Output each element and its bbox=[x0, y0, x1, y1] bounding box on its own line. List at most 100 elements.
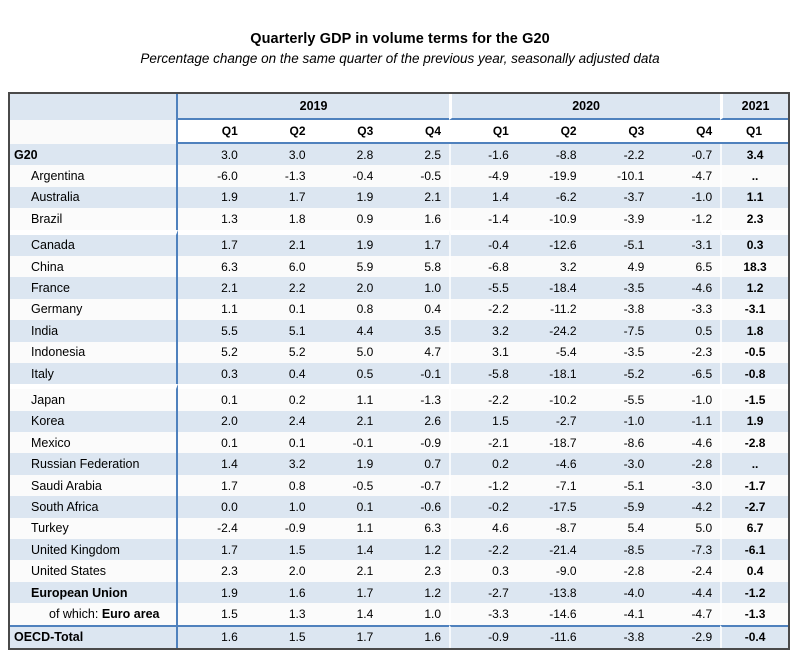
value-cell: -18.1 bbox=[516, 362, 585, 385]
row-label: OECD-Total bbox=[10, 624, 178, 648]
value-cell: 1.0 bbox=[381, 603, 450, 625]
value-cell: 1.9 bbox=[178, 581, 246, 604]
quarter-header-cell: Q4 bbox=[652, 120, 721, 144]
value-cell: -2.7 bbox=[720, 496, 788, 518]
value-cell: 3.2 bbox=[245, 453, 314, 475]
value-cell: -2.2 bbox=[449, 539, 517, 561]
value-cell: -4.2 bbox=[652, 496, 721, 518]
value-cell: 1.7 bbox=[178, 539, 246, 561]
value-cell: -8.5 bbox=[584, 539, 653, 561]
value-cell: .. bbox=[720, 165, 788, 187]
row-label-prefix: of which: bbox=[49, 606, 102, 621]
row-label: Germany bbox=[10, 298, 178, 321]
value-cell: -2.7 bbox=[449, 581, 517, 604]
value-cell: -1.3 bbox=[245, 165, 314, 187]
value-cell: 0.1 bbox=[313, 496, 382, 518]
row-label: Saudi Arabia bbox=[10, 474, 178, 497]
value-cell: 1.0 bbox=[245, 496, 314, 518]
row-label-name: Euro area bbox=[101, 606, 160, 621]
year-header-spacer bbox=[10, 94, 178, 120]
value-cell: 5.2 bbox=[245, 341, 314, 363]
row-label: China bbox=[10, 255, 178, 278]
table-row: South Africa 0.0 1.0 0.1 -0.6 -0.2 -17.5 -5.9 -4… bbox=[10, 496, 788, 518]
value-cell: 6.5 bbox=[652, 255, 721, 278]
value-cell: -0.1 bbox=[381, 362, 450, 385]
row-label: Korea bbox=[10, 410, 178, 433]
value-cell: 1.6 bbox=[245, 581, 314, 604]
table-row: European Union 1.9 1.6 1.7 1.2 -2.7 -13.8 -4.0-… bbox=[10, 581, 788, 604]
quarter-header-spacer bbox=[10, 120, 178, 144]
value-cell: 5.1 bbox=[245, 320, 314, 342]
value-cell: -4.6 bbox=[516, 453, 585, 475]
value-cell: -3.1 bbox=[652, 229, 721, 256]
value-cell: -0.5 bbox=[313, 474, 382, 497]
value-cell: 1.5 bbox=[245, 624, 314, 648]
value-cell: -4.1 bbox=[584, 603, 653, 625]
value-cell: -0.7 bbox=[652, 144, 721, 166]
quarter-header-cell: Q1 bbox=[720, 120, 788, 144]
value-cell: 1.9 bbox=[313, 186, 382, 209]
value-cell: 5.0 bbox=[313, 341, 382, 363]
value-cell: 5.9 bbox=[313, 255, 382, 278]
value-cell: -1.3 bbox=[720, 603, 788, 625]
row-label: South Africa bbox=[10, 496, 178, 518]
value-cell: -19.9 bbox=[516, 165, 585, 187]
value-cell: 0.1 bbox=[178, 432, 246, 454]
table-row: United States 2.3 2.0 2.1 2.3 0.3 -9.0 -2.8 -2.4… bbox=[10, 560, 788, 582]
value-cell: -7.1 bbox=[516, 474, 585, 497]
value-cell: 1.4 bbox=[313, 539, 382, 561]
table-row: Indonesia 5.2 5.2 5.0 4.7 3.1 -5.4 -3.5 -2.3 -0.5 bbox=[10, 341, 788, 363]
value-cell: -1.4 bbox=[449, 208, 517, 230]
table-row: Canada 1.7 2.1 1.9 1.7 -0.4 -12.6 -5.1 -3.1 0.3 bbox=[10, 229, 788, 256]
table-row: China 6.3 6.0 5.9 5.8 -6.8 3.2 4.9 6.5 18.3 bbox=[10, 255, 788, 278]
value-cell: 1.8 bbox=[245, 208, 314, 230]
row-label: Argentina bbox=[10, 165, 178, 187]
gdp-table: 2019 2020 2021 Q1 Q2 Q3 Q4 Q1 Q2 Q3 Q4 Q1 G20 3.0 3.0… bbox=[8, 92, 790, 650]
row-label: European Union bbox=[10, 581, 178, 604]
value-cell: -3.9 bbox=[584, 208, 653, 230]
value-cell: 1.1 bbox=[720, 186, 788, 209]
value-cell: -0.5 bbox=[381, 165, 450, 187]
value-cell: -2.2 bbox=[584, 144, 653, 166]
value-cell: -2.8 bbox=[584, 560, 653, 582]
value-cell: 0.1 bbox=[178, 384, 246, 411]
value-cell: -18.7 bbox=[516, 432, 585, 454]
value-cell: -1.0 bbox=[584, 410, 653, 433]
value-cell: 1.5 bbox=[178, 603, 246, 625]
year-header-row: 2019 2020 2021 bbox=[10, 94, 788, 120]
value-cell: -1.2 bbox=[652, 208, 721, 230]
value-cell: 3.0 bbox=[245, 144, 314, 166]
value-cell: 2.0 bbox=[245, 560, 314, 582]
value-cell: -17.5 bbox=[516, 496, 585, 518]
row-label: Indonesia bbox=[10, 341, 178, 363]
quarter-header-cell: Q1 bbox=[449, 120, 517, 144]
value-cell: 0.7 bbox=[381, 453, 450, 475]
table-row: Australia 1.9 1.7 1.9 2.1 1.4 -6.2 -3.7 -1.0 1.1 bbox=[10, 186, 788, 209]
value-cell: -3.7 bbox=[584, 186, 653, 209]
value-cell: 1.6 bbox=[381, 624, 450, 648]
table-body: G20 3.0 3.0 2.8 2.5 -1.6 -8.8 -2.2 -0.7 3.4 Argent… bbox=[10, 144, 788, 648]
value-cell: 2.4 bbox=[245, 410, 314, 433]
value-cell: 0.8 bbox=[245, 474, 314, 497]
value-cell: 1.7 bbox=[381, 229, 450, 256]
value-cell: 0.8 bbox=[313, 298, 382, 321]
value-cell: -5.2 bbox=[584, 362, 653, 385]
table-row: France 2.1 2.2 2.0 1.0 -5.5 -18.4 -3.5 -4.6 1.2 bbox=[10, 277, 788, 299]
value-cell: 2.1 bbox=[381, 186, 450, 209]
value-cell: -0.7 bbox=[381, 474, 450, 497]
value-cell: -12.6 bbox=[516, 229, 585, 256]
quarter-header-cell: Q2 bbox=[516, 120, 585, 144]
value-cell: 1.7 bbox=[313, 581, 382, 604]
year-header-cell: 2021 bbox=[720, 94, 788, 120]
value-cell: 2.1 bbox=[313, 560, 382, 582]
value-cell: 1.6 bbox=[178, 624, 246, 648]
value-cell: 1.3 bbox=[245, 603, 314, 625]
row-label: Japan bbox=[10, 384, 178, 411]
table-row: Argentina -6.0 -1.3 -0.4 -0.5 -4.9 -19.9 -10.1-… bbox=[10, 165, 788, 187]
value-cell: 1.2 bbox=[381, 539, 450, 561]
table-row: Japan 0.1 0.2 1.1 -1.3 -2.2 -10.2 -5.5 -1.0 -1.5 bbox=[10, 384, 788, 411]
value-cell: -7.3 bbox=[652, 539, 721, 561]
value-cell: 4.9 bbox=[584, 255, 653, 278]
value-cell: -14.6 bbox=[516, 603, 585, 625]
value-cell: -2.9 bbox=[652, 624, 721, 648]
